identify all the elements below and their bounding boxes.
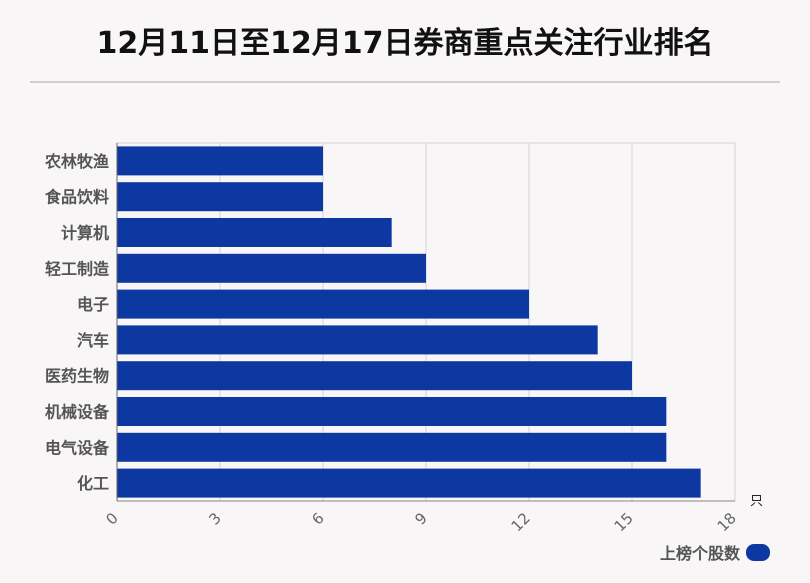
legend-label: 上榜个股数 [659,544,740,563]
category-label: 计算机 [61,224,109,243]
bar [117,432,667,462]
category-label: 电气设备 [45,438,110,457]
category-label: 食品饮料 [44,188,109,207]
bar [117,253,426,283]
bar [117,146,323,176]
tick-label: 9 [411,509,430,528]
bar [117,289,529,319]
tick-label: 12 [508,509,534,535]
bar [117,182,323,212]
category-label: 化工 [77,474,109,493]
bar [117,218,392,247]
tick-labels: 0 3 6 9 12 15 18 [102,509,739,535]
category-label: 汽车 [77,331,109,350]
tick-label: 0 [102,509,121,528]
axes [116,143,735,502]
legend-swatch [746,543,770,561]
category-label: 电子 [77,295,109,314]
category-label: 医药生物 [45,367,109,386]
bars [117,146,701,498]
title-divider [30,81,780,83]
bar [117,397,667,426]
tick-label: 18 [714,509,740,535]
tick-label: 3 [205,509,224,528]
category-label: 轻工制造 [45,259,110,278]
bar [117,361,632,391]
category-label: 农林牧渔 [44,152,109,171]
bar [117,325,598,355]
legend[interactable]: 上榜个股数 [660,540,770,564]
chart-title: 12月11日至12月17日券商重点关注行业排名 [96,26,714,61]
category-label: 机械设备 [45,403,110,422]
bar [117,468,701,498]
tick-label: 15 [611,509,637,535]
tick-label: 6 [308,509,327,528]
x-axis-unit: 只 [750,494,763,509]
